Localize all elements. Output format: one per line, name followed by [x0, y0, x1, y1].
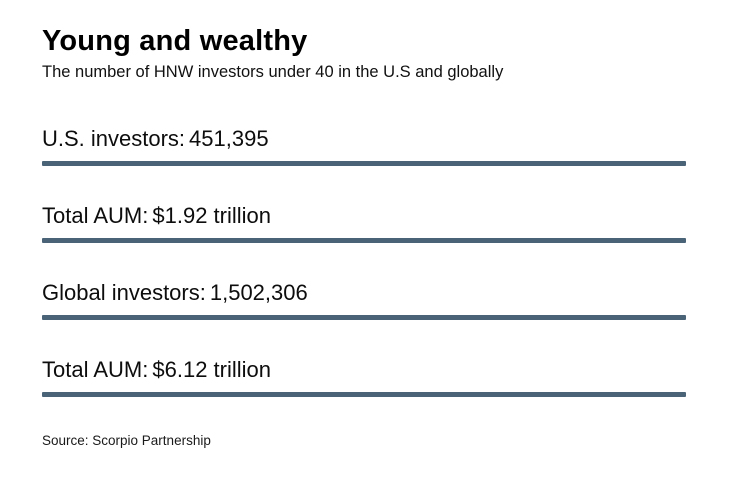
stat-text: U.S. investors: 451,395: [42, 125, 686, 153]
stat-text: Total AUM: $6.12 trillion: [42, 356, 686, 384]
stat-divider: [42, 161, 686, 166]
stat-value: $6.12 trillion: [152, 357, 272, 382]
stat-row-us-aum: Total AUM: $1.92 trillion: [42, 202, 686, 243]
stat-label: U.S. investors:: [42, 126, 186, 151]
stat-divider: [42, 238, 686, 243]
page-subtitle: The number of HNW investors under 40 in …: [42, 63, 504, 81]
source-attribution: Source: Scorpio Partnership: [42, 433, 211, 448]
stat-divider: [42, 392, 686, 397]
stat-value: 1,502,306: [209, 280, 308, 305]
stat-label: Total AUM:: [42, 203, 149, 228]
page-title: Young and wealthy: [42, 25, 308, 57]
stat-text: Total AUM: $1.92 trillion: [42, 202, 686, 230]
stat-value: 451,395: [189, 126, 269, 151]
stat-label: Total AUM:: [42, 357, 149, 382]
stat-row-us-investors: U.S. investors: 451,395: [42, 125, 686, 166]
stat-row-global-aum: Total AUM: $6.12 trillion: [42, 356, 686, 397]
stat-divider: [42, 315, 686, 320]
stat-value: $1.92 trillion: [152, 203, 272, 228]
stat-text: Global investors: 1,502,306: [42, 279, 686, 307]
stat-row-global-investors: Global investors: 1,502,306: [42, 279, 686, 320]
stat-label: Global investors:: [42, 280, 206, 305]
